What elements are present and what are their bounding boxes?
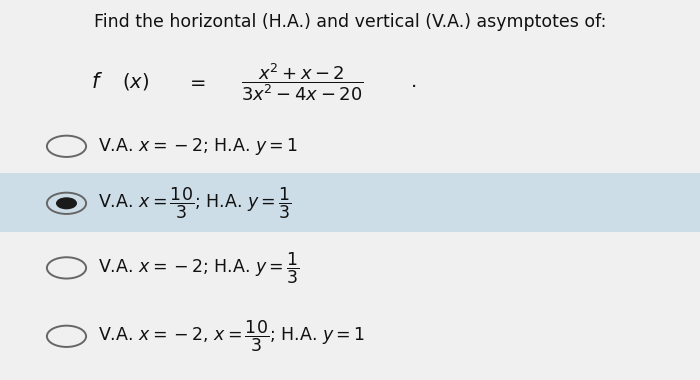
Circle shape [47,326,86,347]
Text: $=$: $=$ [186,72,206,91]
Text: $\left(x\right)$: $\left(x\right)$ [122,71,150,92]
Text: $f$: $f$ [91,72,103,92]
Text: V.A. $x = -2$, $x = \dfrac{10}{3}$; H.A. $y = 1$: V.A. $x = -2$, $x = \dfrac{10}{3}$; H.A.… [98,318,365,354]
Circle shape [47,193,86,214]
Text: V.A. $x = -2$; H.A. $y = \dfrac{1}{3}$: V.A. $x = -2$; H.A. $y = \dfrac{1}{3}$ [98,250,300,286]
Text: $.$: $.$ [410,72,421,91]
Circle shape [47,136,86,157]
Circle shape [57,198,76,209]
Text: V.A. $x = -2$; H.A. $y = 1$: V.A. $x = -2$; H.A. $y = 1$ [98,136,298,157]
Text: V.A. $x = \dfrac{10}{3}$; H.A. $y = \dfrac{1}{3}$: V.A. $x = \dfrac{10}{3}$; H.A. $y = \dfr… [98,185,292,221]
FancyBboxPatch shape [0,173,700,232]
Circle shape [47,257,86,279]
Text: $\dfrac{x^2+x-2}{3x^2-4x-20}$: $\dfrac{x^2+x-2}{3x^2-4x-20}$ [241,61,364,103]
Text: Find the horizontal (H.A.) and vertical (V.A.) asymptotes of:: Find the horizontal (H.A.) and vertical … [94,13,606,31]
